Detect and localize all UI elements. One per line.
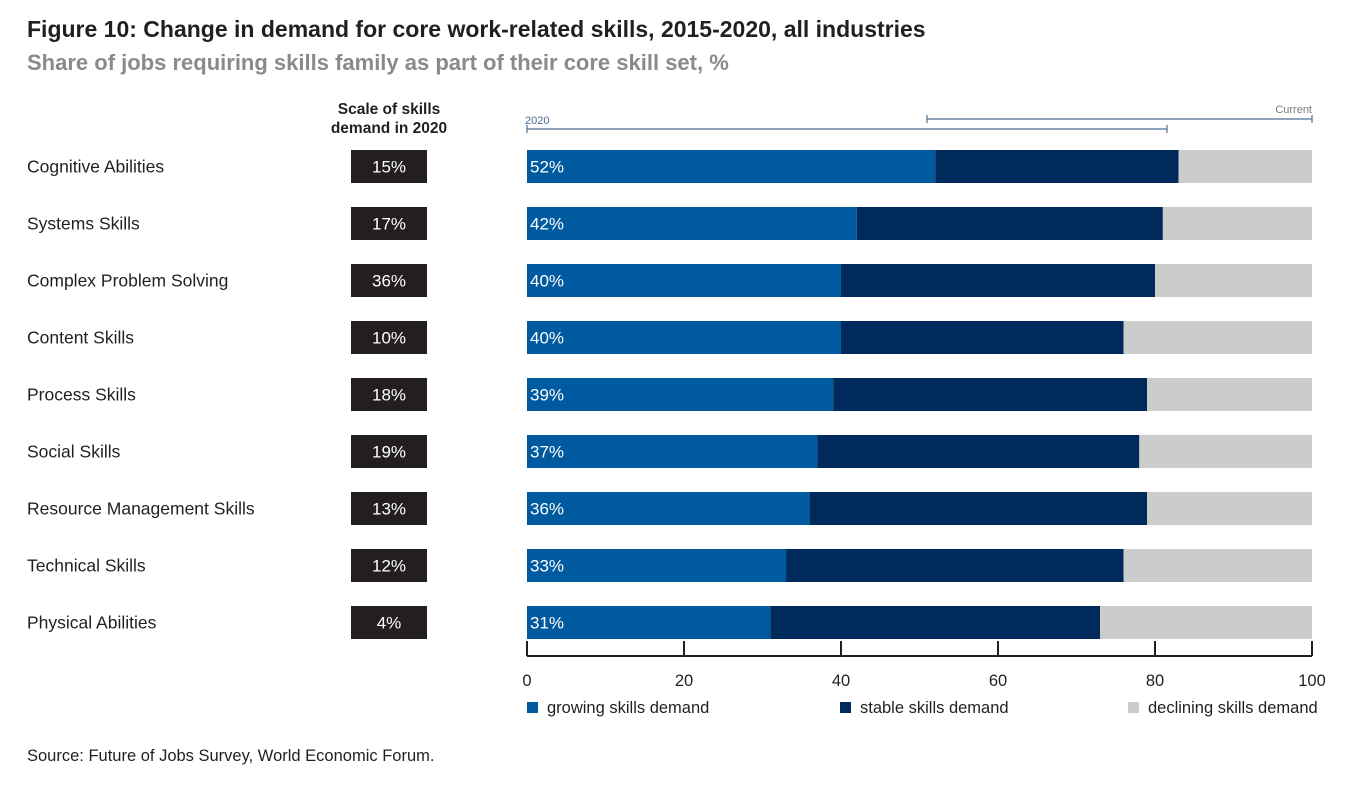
bar-segment-declining — [1155, 264, 1312, 297]
scale-value: 19% — [372, 443, 406, 462]
x-tick-label: 60 — [989, 672, 1007, 690]
stacked-bar-chart: 2020 Current Cognitive Abilities 15% 52% Syst… — [27, 104, 1326, 717]
bar-segment-declining — [1100, 606, 1312, 639]
scale-value: 18% — [372, 386, 406, 405]
bar-segment-stable — [856, 207, 1163, 240]
category-label: Content Skills — [27, 328, 134, 348]
bar-segment-stable — [786, 549, 1124, 582]
bar-segment-stable — [817, 435, 1140, 468]
scale-column-header: Scale of skills demand in 2020 — [330, 101, 448, 137]
data-label: 42% — [530, 215, 564, 234]
scale-box — [351, 606, 427, 639]
legend-label-growing: growing skills demand — [547, 699, 709, 717]
bar-segment-stable — [833, 378, 1148, 411]
legend-label-declining: declining skills demand — [1148, 699, 1318, 717]
bar-segment-growing — [527, 606, 771, 639]
bar-segment-growing — [527, 378, 834, 411]
bar-segment-declining — [1178, 150, 1312, 183]
category-label: Technical Skills — [27, 556, 146, 576]
bar-segment-declining — [1147, 378, 1312, 411]
bar-segment-growing — [527, 207, 857, 240]
x-tick-label: 100 — [1298, 672, 1326, 690]
scale-box — [351, 378, 427, 411]
scale-value: 36% — [372, 272, 406, 291]
scale-box — [351, 264, 427, 297]
bar-segment-growing — [527, 435, 818, 468]
bar-segment-declining — [1162, 207, 1312, 240]
bar-segment-stable — [935, 150, 1179, 183]
bar-segment-stable — [841, 321, 1124, 354]
bar-segment-growing — [527, 492, 810, 525]
bar-segment-declining — [1147, 492, 1312, 525]
bar-segment-stable — [770, 606, 1101, 639]
legend-swatch-stable — [840, 702, 851, 713]
bar-segment-growing — [527, 321, 841, 354]
scale-box — [351, 549, 427, 582]
bar-segment-stable — [809, 492, 1148, 525]
label-current: Current — [1275, 104, 1312, 116]
category-label: Cognitive Abilities — [27, 157, 164, 177]
legend-swatch-growing — [527, 702, 538, 713]
label-2020: 2020 — [525, 115, 549, 127]
scale-value: 15% — [372, 158, 406, 177]
legend-label-stable: stable skills demand — [860, 699, 1009, 717]
data-label: 40% — [530, 272, 564, 291]
scale-value: 4% — [377, 614, 402, 633]
data-label: 36% — [530, 500, 564, 519]
category-label: Resource Management Skills — [27, 499, 255, 519]
data-label: 52% — [530, 158, 564, 177]
data-label: 37% — [530, 443, 564, 462]
data-label: 40% — [530, 329, 564, 348]
scale-box — [351, 321, 427, 354]
category-label: Complex Problem Solving — [27, 271, 228, 291]
x-tick-label: 20 — [675, 672, 693, 690]
bar-segment-declining — [1123, 321, 1312, 354]
scale-value: 17% — [372, 215, 406, 234]
bar-segment-declining — [1139, 435, 1312, 468]
data-label: 33% — [530, 557, 564, 576]
category-label: Process Skills — [27, 385, 136, 405]
bar-segment-growing — [527, 264, 841, 297]
bar-segment-stable — [841, 264, 1155, 297]
bar-segment-growing — [527, 549, 787, 582]
x-tick-label: 0 — [522, 672, 531, 690]
source-note: Source: Future of Jobs Survey, World Eco… — [27, 747, 435, 765]
data-label: 39% — [530, 386, 564, 405]
scale-box — [351, 150, 427, 183]
scale-box — [351, 435, 427, 468]
category-label: Social Skills — [27, 442, 121, 462]
x-tick-label: 40 — [832, 672, 850, 690]
chart-subtitle: Share of jobs requiring skills family as… — [27, 50, 729, 75]
scale-box — [351, 492, 427, 525]
bar-segment-declining — [1123, 549, 1312, 582]
scale-value: 13% — [372, 500, 406, 519]
scale-value: 10% — [372, 329, 406, 348]
chart-title: Figure 10: Change in demand for core wor… — [27, 16, 926, 42]
bar-segment-growing — [527, 150, 936, 183]
category-label: Physical Abilities — [27, 613, 157, 633]
data-label: 31% — [530, 614, 564, 633]
scale-box — [351, 207, 427, 240]
category-label: Systems Skills — [27, 214, 140, 234]
x-tick-label: 80 — [1146, 672, 1164, 690]
scale-value: 12% — [372, 557, 406, 576]
legend-swatch-declining — [1128, 702, 1139, 713]
